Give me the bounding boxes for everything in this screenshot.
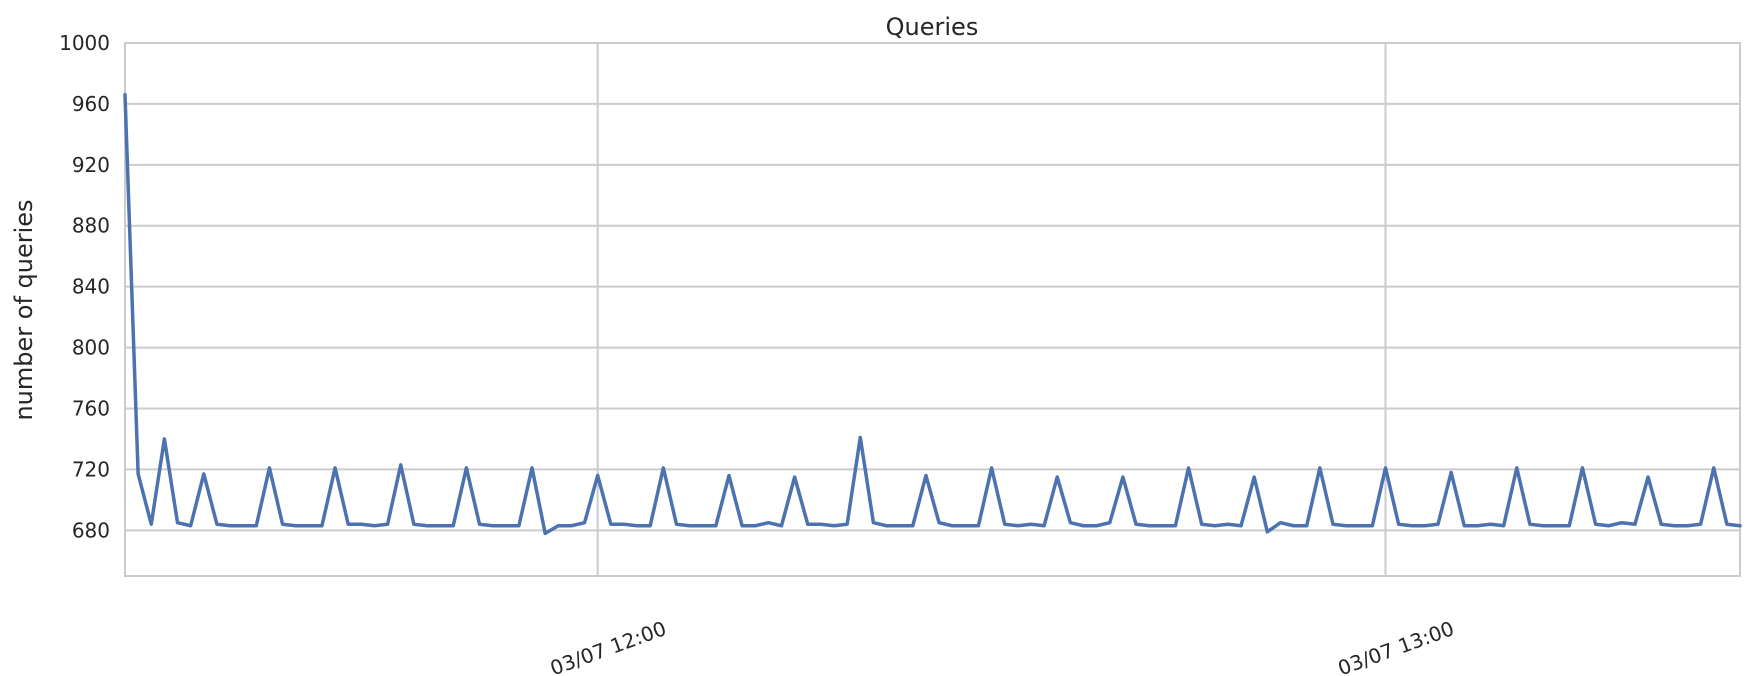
y-tick-label: 1000: [59, 31, 110, 55]
x-tick-label: 03/07 12:00: [547, 616, 670, 676]
y-tick-label: 880: [72, 214, 110, 238]
y-tick-label: 960: [72, 92, 110, 116]
series-layer: [123, 93, 1742, 536]
y-tick-labels: 680 720 760 800 840 880 920 960 1000: [59, 31, 110, 542]
y-tick-label: 800: [72, 336, 110, 360]
y-tick-label: 680: [72, 518, 110, 542]
plot-area-frame: [124, 42, 1741, 577]
series-line-queries: [123, 93, 1742, 536]
y-axis-title: number of queries: [10, 199, 38, 420]
chart-title: Queries: [886, 13, 979, 41]
x-tick-label: 03/07 13:00: [1335, 616, 1458, 676]
y-tick-label: 920: [72, 153, 110, 177]
x-tick-labels: 03/07 12:00 03/07 13:00: [547, 616, 1457, 676]
y-tick-label: 760: [72, 396, 110, 420]
y-tick-label: 840: [72, 275, 110, 299]
y-tick-label: 720: [72, 457, 110, 481]
